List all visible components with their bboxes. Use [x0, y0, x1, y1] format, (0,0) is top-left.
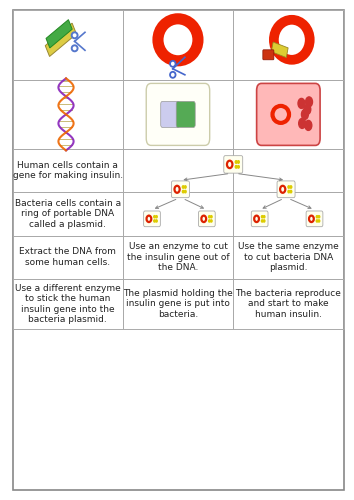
Circle shape: [298, 98, 305, 108]
Circle shape: [288, 186, 290, 188]
Circle shape: [182, 190, 184, 193]
FancyBboxPatch shape: [199, 211, 215, 226]
Circle shape: [154, 216, 155, 218]
Circle shape: [209, 220, 210, 222]
Ellipse shape: [72, 32, 78, 38]
Bar: [13, 149, 123, 192]
Bar: [123, 10, 233, 80]
Polygon shape: [45, 23, 76, 56]
FancyBboxPatch shape: [263, 50, 274, 60]
Circle shape: [290, 190, 292, 193]
Bar: [123, 149, 233, 192]
FancyBboxPatch shape: [146, 84, 210, 146]
Circle shape: [318, 216, 320, 218]
Circle shape: [182, 186, 184, 188]
Bar: [233, 80, 344, 149]
Ellipse shape: [274, 20, 310, 60]
Bar: [233, 149, 344, 192]
FancyBboxPatch shape: [161, 102, 180, 128]
Circle shape: [211, 216, 212, 218]
Circle shape: [156, 216, 157, 218]
Circle shape: [299, 118, 306, 128]
Bar: [123, 149, 344, 236]
Circle shape: [305, 120, 312, 130]
Circle shape: [238, 166, 239, 168]
Circle shape: [318, 220, 320, 222]
Polygon shape: [46, 20, 72, 48]
Text: Use a different enzyme
to stick the human
insulin gene into the
bacteria plasmid: Use a different enzyme to stick the huma…: [15, 284, 121, 324]
Circle shape: [238, 160, 239, 164]
Bar: [123, 279, 233, 329]
Bar: [233, 279, 344, 329]
Ellipse shape: [158, 19, 198, 61]
Circle shape: [235, 160, 237, 164]
Bar: [13, 279, 123, 329]
FancyBboxPatch shape: [171, 181, 189, 198]
Circle shape: [261, 216, 263, 218]
Circle shape: [304, 104, 311, 115]
Text: The plasmid holding the
insulin gene is put into
bacteria.: The plasmid holding the insulin gene is …: [123, 289, 233, 319]
Text: Extract the DNA from
some human cells.: Extract the DNA from some human cells.: [19, 248, 116, 267]
FancyBboxPatch shape: [144, 211, 160, 226]
FancyBboxPatch shape: [224, 156, 243, 173]
Ellipse shape: [72, 46, 78, 52]
FancyBboxPatch shape: [251, 211, 268, 226]
Circle shape: [211, 220, 212, 222]
Text: The bacteria reproduce
and start to make
human insulin.: The bacteria reproduce and start to make…: [235, 289, 341, 319]
Circle shape: [263, 220, 265, 222]
Polygon shape: [272, 42, 288, 58]
Bar: [13, 80, 123, 149]
Circle shape: [235, 166, 237, 168]
FancyBboxPatch shape: [306, 211, 323, 226]
Circle shape: [263, 216, 265, 218]
Bar: [13, 236, 123, 279]
Circle shape: [261, 220, 263, 222]
Circle shape: [288, 190, 290, 193]
Bar: [123, 80, 233, 149]
Text: Use an enzyme to cut
the insulin gene out of
the DNA.: Use an enzyme to cut the insulin gene ou…: [127, 242, 229, 272]
Text: Use the same enzyme
to cut bacteria DNA
plasmid.: Use the same enzyme to cut bacteria DNA …: [238, 242, 339, 272]
Bar: [123, 236, 233, 279]
Bar: [233, 192, 344, 236]
Text: Human cells contain a
gene for making insulin.: Human cells contain a gene for making in…: [13, 161, 123, 180]
Circle shape: [316, 216, 318, 218]
Circle shape: [154, 220, 155, 222]
Circle shape: [156, 220, 157, 222]
FancyBboxPatch shape: [277, 181, 295, 198]
FancyBboxPatch shape: [257, 84, 320, 146]
Circle shape: [184, 190, 186, 193]
Circle shape: [306, 97, 313, 107]
Circle shape: [302, 110, 308, 120]
Circle shape: [184, 186, 186, 188]
Bar: [233, 236, 344, 279]
Bar: [13, 10, 123, 80]
Text: Bacteria cells contain a
ring of portable DNA
called a plasmid.: Bacteria cells contain a ring of portabl…: [15, 199, 121, 229]
Circle shape: [209, 216, 210, 218]
FancyBboxPatch shape: [176, 102, 195, 128]
Circle shape: [290, 186, 292, 188]
Ellipse shape: [170, 61, 176, 67]
Circle shape: [316, 220, 318, 222]
Ellipse shape: [170, 72, 176, 78]
Bar: [233, 10, 344, 80]
Bar: [123, 192, 233, 236]
Bar: [13, 192, 123, 236]
